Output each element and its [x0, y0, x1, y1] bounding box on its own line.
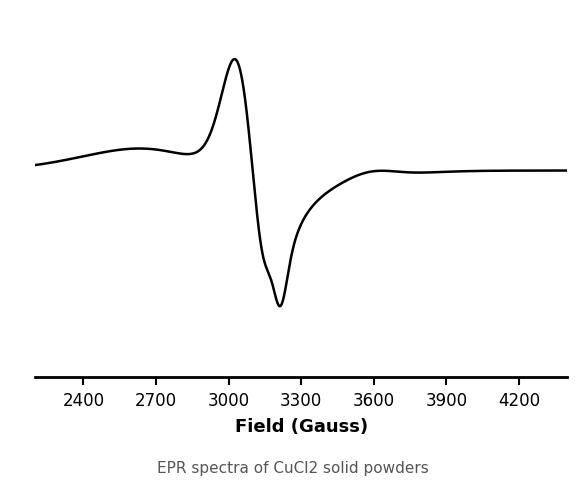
- Text: EPR spectra of CuCl2 solid powders: EPR spectra of CuCl2 solid powders: [157, 461, 428, 476]
- X-axis label: Field (Gauss): Field (Gauss): [235, 418, 368, 436]
